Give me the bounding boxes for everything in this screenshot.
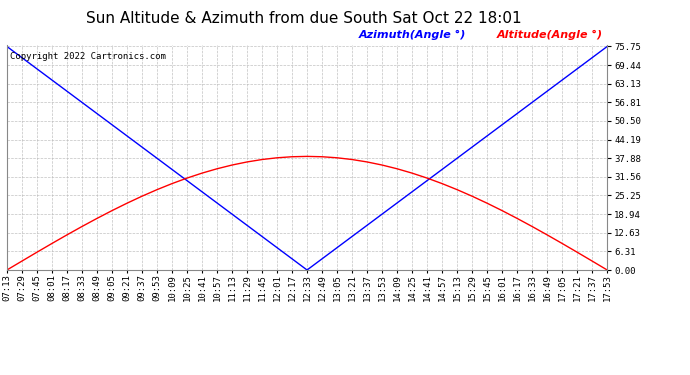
Text: Copyright 2022 Cartronics.com: Copyright 2022 Cartronics.com: [10, 52, 166, 61]
Text: Sun Altitude & Azimuth from due South Sat Oct 22 18:01: Sun Altitude & Azimuth from due South Sa…: [86, 11, 522, 26]
Text: Altitude(Angle °): Altitude(Angle °): [497, 30, 603, 40]
Text: Azimuth(Angle °): Azimuth(Angle °): [359, 30, 466, 40]
